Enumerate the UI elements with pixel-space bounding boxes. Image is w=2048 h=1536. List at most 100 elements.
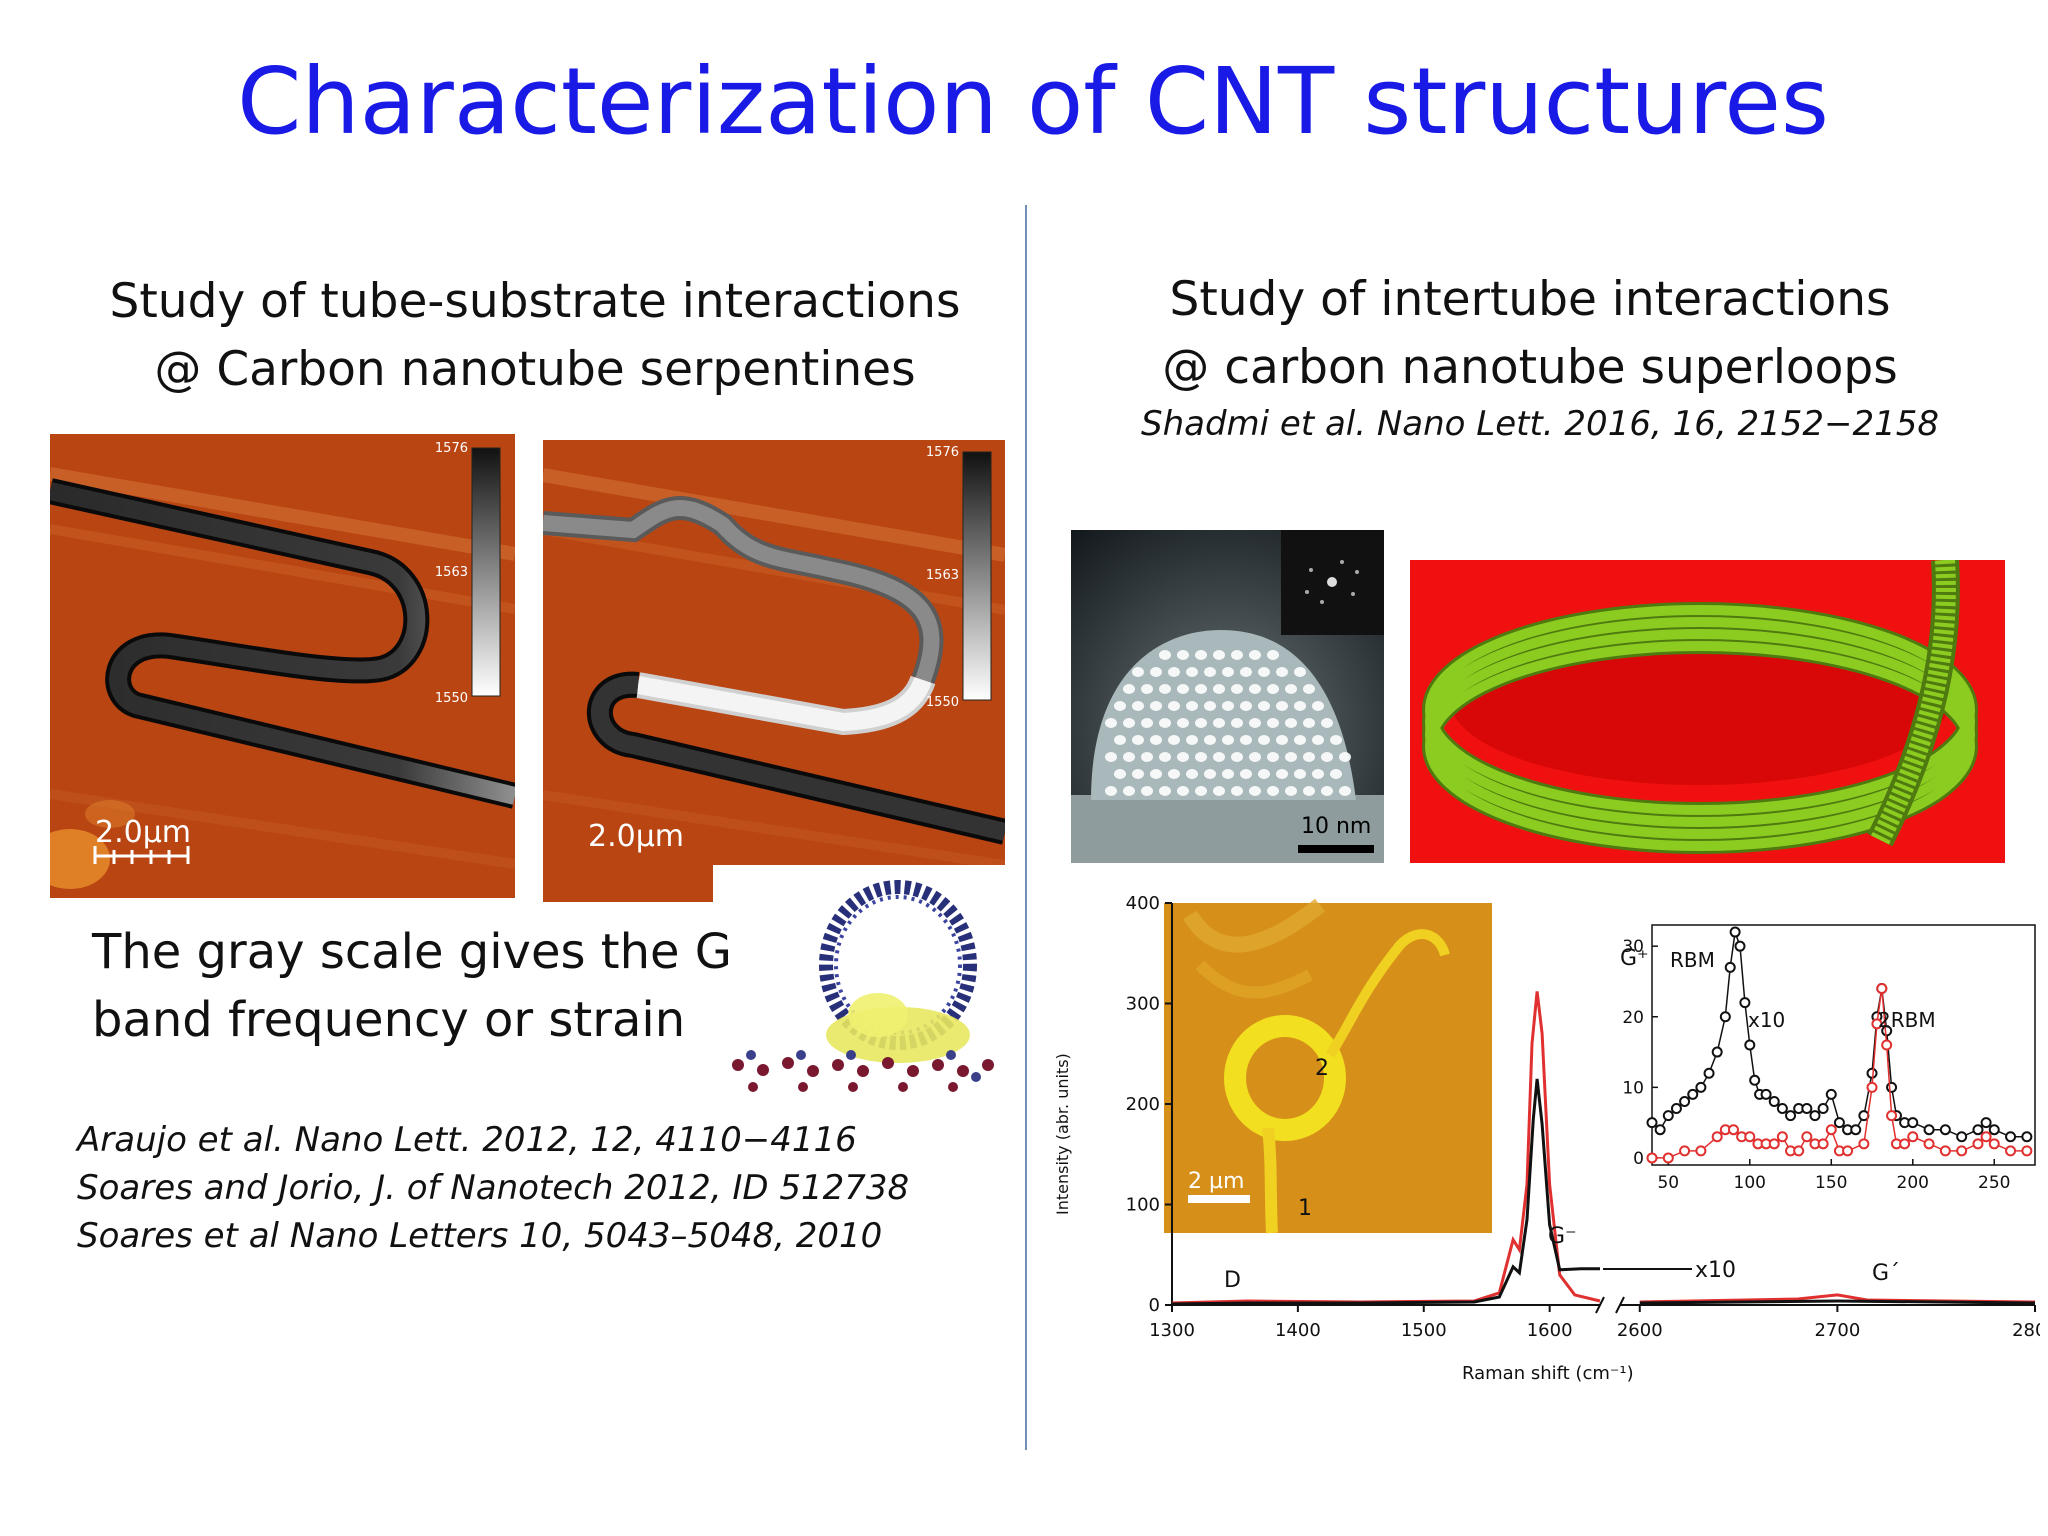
colorbar-tick: 1563 [926, 568, 959, 583]
right-heading-line2: @ carbon nanotube superloops [1162, 340, 1898, 395]
right-heading: Study of intertube interactions @ carbon… [1150, 266, 1910, 402]
tem-lattice-hole [1177, 718, 1189, 728]
colorbar-tick: 1576 [435, 441, 468, 456]
tem-lattice-hole [1141, 684, 1153, 694]
inset-point-red [1858, 1138, 1870, 1150]
tem-lattice-hole [1258, 735, 1270, 745]
tem-lattice-hole [1303, 718, 1315, 728]
tem-scale-bar [1298, 845, 1374, 853]
inset-point-red [1871, 1018, 1883, 1030]
nanotube-model [713, 865, 1013, 1095]
tem-lattice-hole [1339, 752, 1351, 762]
tem-lattice-hole [1186, 769, 1198, 779]
tem-lattice-hole [1168, 667, 1180, 677]
two-rbm-label: 2RBM [1878, 1008, 1936, 1032]
inset-point-black [1679, 1095, 1691, 1107]
inset-point-red [1939, 1145, 1951, 1157]
tem-lattice-hole [1231, 684, 1243, 694]
x-tick-label: 1500 [1401, 1320, 1447, 1341]
tem-lattice-hole [1240, 701, 1252, 711]
inset-point-black [1972, 1124, 1984, 1136]
inset-marker: 1 [1298, 1196, 1312, 1221]
inset-point-red [1988, 1138, 2000, 1150]
tem-lattice-hole [1294, 667, 1306, 677]
inset-point-black [1850, 1124, 1862, 1136]
inset-point-black [1662, 1110, 1674, 1122]
tem-lattice-hole [1312, 735, 1324, 745]
inset-point-black [1866, 1067, 1878, 1079]
tem-lattice-hole [1276, 667, 1288, 677]
tem-lattice-hole [1123, 752, 1135, 762]
left-heading: Study of tube-substrate interactions @ C… [60, 268, 1010, 404]
tem-lattice-hole [1141, 718, 1153, 728]
tem-lattice-hole [1204, 701, 1216, 711]
caption-line2: band frequency or strain [92, 992, 686, 1048]
tem-scalebar-label: 10 nm [1301, 814, 1371, 839]
inset-point-black [1749, 1074, 1761, 1086]
tem-lattice-hole [1177, 650, 1189, 660]
tem-lattice-hole [1249, 684, 1261, 694]
inset-point-red [1972, 1138, 1984, 1150]
tem-lattice-hole [1222, 735, 1234, 745]
scalebar-label: 2.0µm [95, 815, 191, 850]
tem-lattice-hole [1159, 752, 1171, 762]
inset-point-black [1833, 1117, 1845, 1129]
inset-y-tick-label: 10 [1622, 1078, 1644, 1098]
left-heading-line2: @ Carbon nanotube serpentines [154, 342, 916, 397]
tem-lattice-hole [1249, 752, 1261, 762]
inset-point-black [1729, 926, 1741, 938]
tem-lattice-hole [1321, 718, 1333, 728]
tem-lattice-hole [1159, 684, 1171, 694]
tem-lattice-hole [1303, 684, 1315, 694]
tem-lattice-hole [1213, 650, 1225, 660]
tem-lattice-hole [1267, 650, 1279, 660]
tem-lattice-hole [1141, 752, 1153, 762]
y-tick-label: 100 [1126, 1195, 1160, 1216]
inset-point-black [1744, 1039, 1756, 1051]
right-heading-line1: Study of intertube interactions [1169, 272, 1891, 327]
tem-lattice-hole [1213, 786, 1225, 796]
peak-label-g-prime: G´ [1872, 1261, 1900, 1286]
tem-lattice-hole [1141, 786, 1153, 796]
inset-point-black [1687, 1088, 1699, 1100]
tem-lattice-hole [1267, 684, 1279, 694]
tem-cross-section: 10 nm [1071, 530, 1384, 863]
y-tick-label: 0 [1149, 1295, 1160, 1316]
tem-lattice-hole [1159, 718, 1171, 728]
tem-lattice-hole [1195, 786, 1207, 796]
tem-lattice-hole [1159, 786, 1171, 796]
inset-y-tick-label: 20 [1622, 1008, 1644, 1028]
tem-lattice-hole [1213, 752, 1225, 762]
tem-lattice-hole [1222, 701, 1234, 711]
superloop-rendering [1410, 560, 2005, 863]
inset-point-red [1711, 1131, 1723, 1143]
inset-scalebar-label: 2 µm [1188, 1169, 1244, 1194]
tem-lattice-hole [1258, 701, 1270, 711]
inset-point-red [1727, 1124, 1739, 1136]
rbm-label: RBM [1670, 948, 1715, 972]
tem-lattice-hole [1195, 718, 1207, 728]
inset-point-red [1886, 1110, 1898, 1122]
inset-point-red [1744, 1131, 1756, 1143]
inset-point-red [1825, 1124, 1837, 1136]
tem-lattice-hole [1186, 701, 1198, 711]
raman-spectrum-chart: 2 1 2 µm 1300140015001600260027002800010… [1053, 893, 2040, 1384]
inset-point-red [1956, 1145, 1968, 1157]
tem-lattice-hole [1267, 786, 1279, 796]
tem-lattice-hole [1204, 735, 1216, 745]
tem-lattice-hole [1159, 650, 1171, 660]
y-axis-label: Intensity (abr. units) [1053, 1053, 1072, 1215]
tem-lattice-hole [1105, 752, 1117, 762]
inset-point-red [1876, 983, 1888, 995]
inset-point-red [1907, 1131, 1919, 1143]
tem-lattice-hole [1240, 667, 1252, 677]
caption-line1: The gray scale gives the G [92, 924, 732, 980]
inset-point-red [1695, 1145, 1707, 1157]
inset-point-red [1899, 1138, 1911, 1150]
reference-item: Soares and Jorio, J. of Nanotech 2012, I… [77, 1168, 910, 1208]
inset-point-black [1956, 1131, 1968, 1143]
right-reference: Shadmi et al. Nano Lett. 2016, 16, 2152−… [1140, 404, 1939, 444]
tem-lattice-hole [1177, 786, 1189, 796]
tem-lattice-hole [1213, 718, 1225, 728]
tem-lattice-hole [1231, 650, 1243, 660]
